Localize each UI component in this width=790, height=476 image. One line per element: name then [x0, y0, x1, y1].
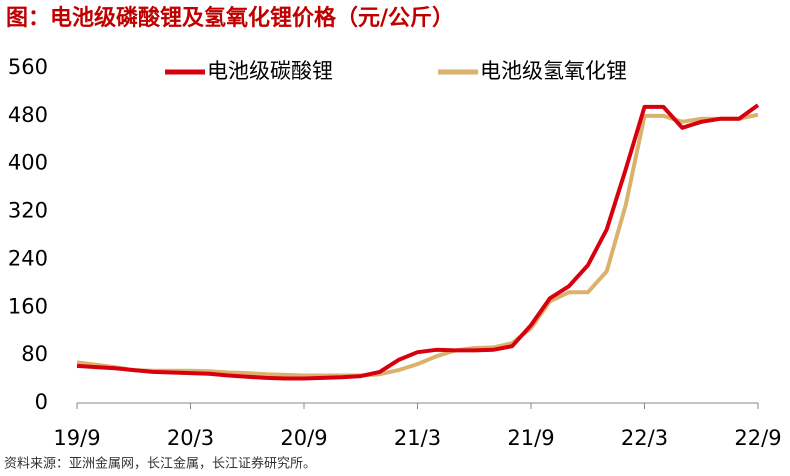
series-line — [76, 112, 759, 378]
series-line — [76, 103, 760, 381]
x-tick-label: 21/9 — [507, 426, 554, 450]
source-note: 资料来源：亚洲金属网，长江金属，长江证券研究所。 — [4, 456, 316, 472]
y-tick-label: 320 — [8, 199, 48, 223]
y-tick-label: 480 — [8, 103, 48, 127]
y-tick-label: 400 — [8, 151, 48, 175]
y-tick-label: 0 — [35, 390, 48, 414]
legend-label: 电池级碳酸锂 — [207, 59, 333, 83]
x-tick-label: 20/3 — [167, 426, 214, 450]
x-tick-label: 22/9 — [734, 426, 781, 450]
y-tick-label: 160 — [8, 294, 48, 318]
legend-label: 电池级氢氧化锂 — [480, 59, 627, 83]
x-tick-label: 22/3 — [621, 426, 668, 450]
x-tick-label: 20/9 — [280, 426, 327, 450]
y-tick-label: 240 — [8, 246, 48, 270]
x-tick-label: 19/9 — [53, 426, 100, 450]
y-tick-label: 560 — [8, 55, 48, 79]
x-tick-label: 21/3 — [394, 426, 441, 450]
chart-title: 图：电池级磷酸锂及氢氧化锂价格（元/公斤） — [6, 5, 454, 31]
y-tick-label: 80 — [21, 342, 48, 366]
